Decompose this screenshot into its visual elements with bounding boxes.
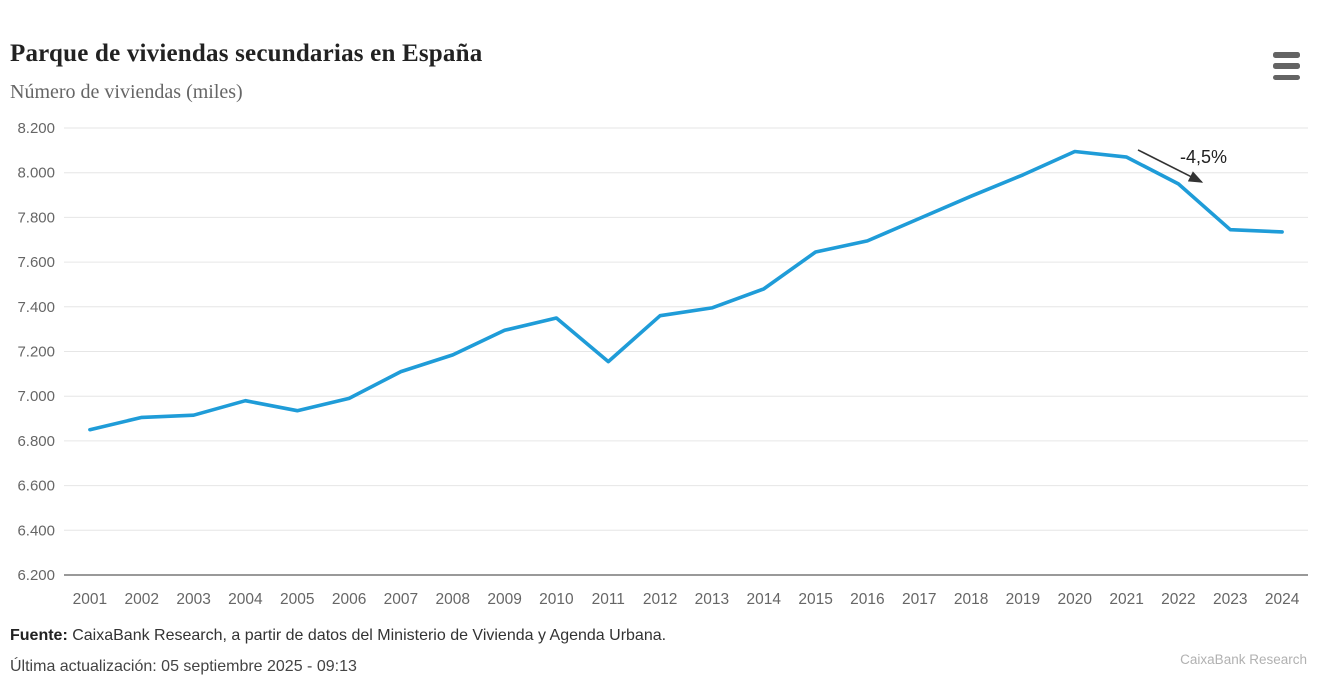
x-axis-tick-label: 2009 <box>487 591 521 608</box>
x-axis-tick-label: 2014 <box>747 591 782 608</box>
watermark-caixabank-research: CaixaBank Research <box>1180 652 1307 667</box>
x-axis-tick-label: 2024 <box>1265 591 1300 608</box>
x-axis-tick-label: 2019 <box>1006 591 1040 608</box>
x-axis-tick-label: 2005 <box>280 591 314 608</box>
line-chart-plot: 6.200 6.400 6.600 6.800 7.000 7.200 7.400 7.600… <box>17 120 1308 608</box>
x-axis-tick-label: 2003 <box>176 591 210 608</box>
chart-context-menu-button[interactable] <box>1273 52 1303 80</box>
last-update-note: Última actualización: 05 septiembre 2025… <box>10 658 357 675</box>
source-note: Fuente: CaixaBank Research, a partir de … <box>10 627 666 645</box>
chart-subtitle: Número de viviendas (miles) <box>10 81 243 103</box>
x-axis-tick-label: 2018 <box>954 591 988 608</box>
x-axis-tick-label: 2013 <box>695 591 729 608</box>
hamburger-menu-icon <box>1273 74 1300 80</box>
y-axis-tick-label: 6.800 <box>17 433 55 450</box>
x-axis-tick-label: 2020 <box>1058 591 1093 608</box>
x-axis-tick-label: 2016 <box>850 591 884 608</box>
x-axis-tick-label: 2006 <box>332 591 366 608</box>
chart-title: Parque de viviendas secundarias en Españ… <box>10 40 483 67</box>
x-axis-tick-label: 2017 <box>902 591 936 608</box>
y-axis-tick-label: 7.800 <box>17 209 55 226</box>
y-axis-tick-label: 7.600 <box>17 254 55 271</box>
x-axis-tick-label: 2010 <box>539 591 574 608</box>
x-axis-tick-label: 2008 <box>436 591 470 608</box>
y-axis-tick-label: 6.400 <box>17 522 55 539</box>
x-axis-tick-label: 2002 <box>125 591 159 608</box>
x-axis-tick-label: 2001 <box>73 591 107 608</box>
y-axis-tick-label: 6.200 <box>17 567 55 584</box>
source-text: CaixaBank Research, a partir de datos de… <box>67 627 667 644</box>
y-axis-tick-label: 7.400 <box>17 299 55 316</box>
x-axis-tick-label: 2011 <box>592 591 625 608</box>
y-axis-tick-label: 7.000 <box>17 388 55 405</box>
x-axis-tick-label: 2004 <box>228 591 263 608</box>
x-axis-tick-label: 2015 <box>798 591 832 608</box>
x-axis-tick-label: 2007 <box>384 591 418 608</box>
hamburger-menu-icon <box>1273 63 1300 69</box>
hamburger-menu-icon <box>1273 52 1300 58</box>
annotation-arrow <box>1137 149 1204 183</box>
x-axis-tick-label: 2021 <box>1109 591 1143 608</box>
y-axis-tick-label: 8.200 <box>17 120 55 137</box>
data-series-line <box>88 149 1284 432</box>
x-axis-tick-label: 2012 <box>643 591 677 608</box>
x-axis-tick-label: 2022 <box>1161 591 1195 608</box>
x-axis-tick-label: 2023 <box>1213 591 1247 608</box>
annotation-label: -4,5% <box>1180 147 1227 167</box>
y-axis-tick-label: 8.000 <box>17 165 55 182</box>
source-label: Fuente: <box>10 627 68 644</box>
y-axis-tick-label: 7.200 <box>17 344 55 361</box>
y-axis-tick-label: 6.600 <box>17 478 55 495</box>
